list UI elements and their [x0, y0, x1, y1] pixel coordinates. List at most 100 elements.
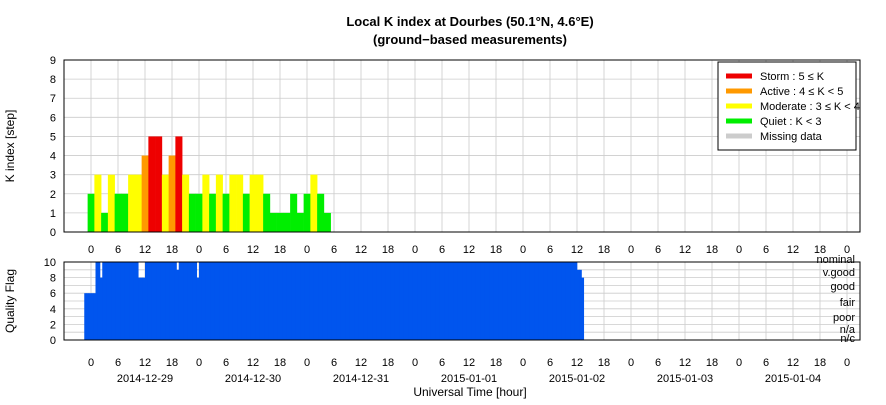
quality-flag-bar	[570, 262, 573, 340]
quality-flag-bar	[444, 262, 447, 340]
quality-flag-bar	[403, 262, 407, 340]
x-tick-label: 6	[115, 357, 121, 369]
quality-level-label: poor	[833, 312, 855, 324]
legend-label: Moderate : 3 ≤ K < 4	[760, 101, 860, 113]
quality-flag-bar	[158, 262, 162, 340]
quality-flag-bar	[275, 262, 279, 340]
k-index-bar	[121, 193, 129, 232]
quality-flag-bar	[511, 262, 515, 340]
quality-flag-bar	[376, 262, 380, 340]
quality-flag-bar	[419, 262, 423, 340]
quality-flag-bar	[462, 262, 465, 340]
quality-flag-bar	[561, 262, 564, 340]
quality-flag-bar	[428, 262, 432, 340]
quality-flag-bar	[318, 262, 321, 340]
y-tick-label: 9	[50, 55, 56, 67]
plot-frame	[63, 261, 861, 341]
quality-flag-bar	[210, 262, 213, 340]
quality-flag-bar	[374, 262, 378, 340]
k-index-bar	[310, 174, 318, 232]
quality-flag-bar	[214, 262, 218, 340]
quality-level-label: n/a	[840, 324, 856, 336]
quality-flag-bar	[550, 262, 553, 340]
quality-flag-bar	[347, 262, 351, 340]
y-tick-label: 4	[50, 304, 56, 316]
quality-flag-bar	[356, 262, 360, 340]
quality-flag-bar	[174, 262, 177, 340]
quality-flag-bar	[253, 262, 256, 340]
x-tick-label: 0	[304, 357, 310, 369]
x-tick-label: 12	[247, 357, 259, 369]
quality-flag-bar	[246, 262, 249, 340]
x-tick-label: 0	[304, 244, 310, 256]
quality-flag-bar	[345, 262, 348, 340]
quality-flag-bar	[201, 262, 204, 340]
quality-flag-bar	[424, 262, 427, 340]
x-tick-label: 0	[628, 357, 634, 369]
quality-flag-bar	[466, 262, 470, 340]
quality-flag-bar	[579, 269, 582, 340]
quality-flag-bar	[232, 262, 236, 340]
quality-flag-bar	[244, 262, 247, 340]
quality-flag-bar	[241, 262, 245, 340]
k-index-bar	[195, 193, 203, 232]
k-index-bar	[141, 155, 149, 232]
quality-flag-bar	[192, 262, 195, 340]
quality-flag-bar	[329, 262, 333, 340]
x-date-label: 2014-12-31	[333, 373, 389, 385]
quality-level-label: nominal	[816, 254, 855, 266]
quality-flag-bar	[381, 262, 384, 340]
quality-flag-bar	[361, 262, 364, 340]
x-date-label: 2015-01-01	[441, 373, 497, 385]
quality-flag-bar	[473, 262, 477, 340]
x-tick-label: 18	[706, 357, 718, 369]
x-tick-label: 0	[196, 357, 202, 369]
quality-flag-bar	[327, 262, 330, 340]
quality-flag-bar	[417, 262, 420, 340]
quality-flag-bar	[84, 293, 87, 340]
quality-flag-bar	[268, 262, 272, 340]
quality-flag-bar	[563, 262, 567, 340]
quality-flag-bar	[140, 277, 144, 340]
legend-label: Missing data	[760, 131, 823, 143]
quality-flag-bar	[302, 262, 306, 340]
quality-flag-bar	[208, 262, 211, 340]
quality-flag-bar	[271, 262, 274, 340]
quality-flag-bar	[572, 262, 576, 340]
quality-flag-bar	[187, 262, 191, 340]
quality-flag-bar	[124, 262, 128, 340]
legend: Storm : 5 ≤ K Active : 4 ≤ K < 5 Moderate …	[717, 61, 860, 151]
quality-flag-bar	[115, 262, 119, 340]
quality-flag-bar	[484, 262, 488, 340]
quality-flag-bar	[464, 262, 468, 340]
quality-flag-bar	[196, 277, 200, 340]
x-tick-label: 6	[547, 357, 553, 369]
quality-flag-bar	[482, 262, 486, 340]
quality-flag-bar	[127, 262, 130, 340]
x-tick-label: 18	[274, 357, 286, 369]
quality-flag-bar	[266, 262, 270, 340]
x-tick-label: 6	[763, 244, 769, 256]
k-index-bar	[134, 174, 142, 232]
quality-flag-bar	[493, 262, 497, 340]
quality-flag-bar	[559, 262, 562, 340]
quality-flag-bar	[185, 262, 189, 340]
x-tick-label: 18	[814, 357, 826, 369]
quality-flag-bar	[365, 262, 369, 340]
quality-flag-bar	[106, 262, 110, 340]
quality-flag-bar	[190, 262, 193, 340]
quality-flag-bar	[556, 262, 560, 340]
quality-flag-bar	[133, 262, 137, 340]
quality-flag-bar	[518, 262, 522, 340]
quality-flag-bar	[264, 262, 267, 340]
legend-label: Storm : 5 ≤ K	[760, 71, 825, 83]
quality-flag-bar	[536, 262, 540, 340]
k-index-bar	[303, 193, 311, 232]
quality-flag-bar	[228, 262, 231, 340]
quality-flag-bar	[397, 262, 400, 340]
x-tick-label: 18	[814, 244, 826, 256]
y-tick-label: 0	[50, 335, 56, 347]
k-index-bar	[276, 212, 284, 232]
quality-flag-bar	[156, 262, 159, 340]
quality-flag-bar	[136, 262, 139, 340]
